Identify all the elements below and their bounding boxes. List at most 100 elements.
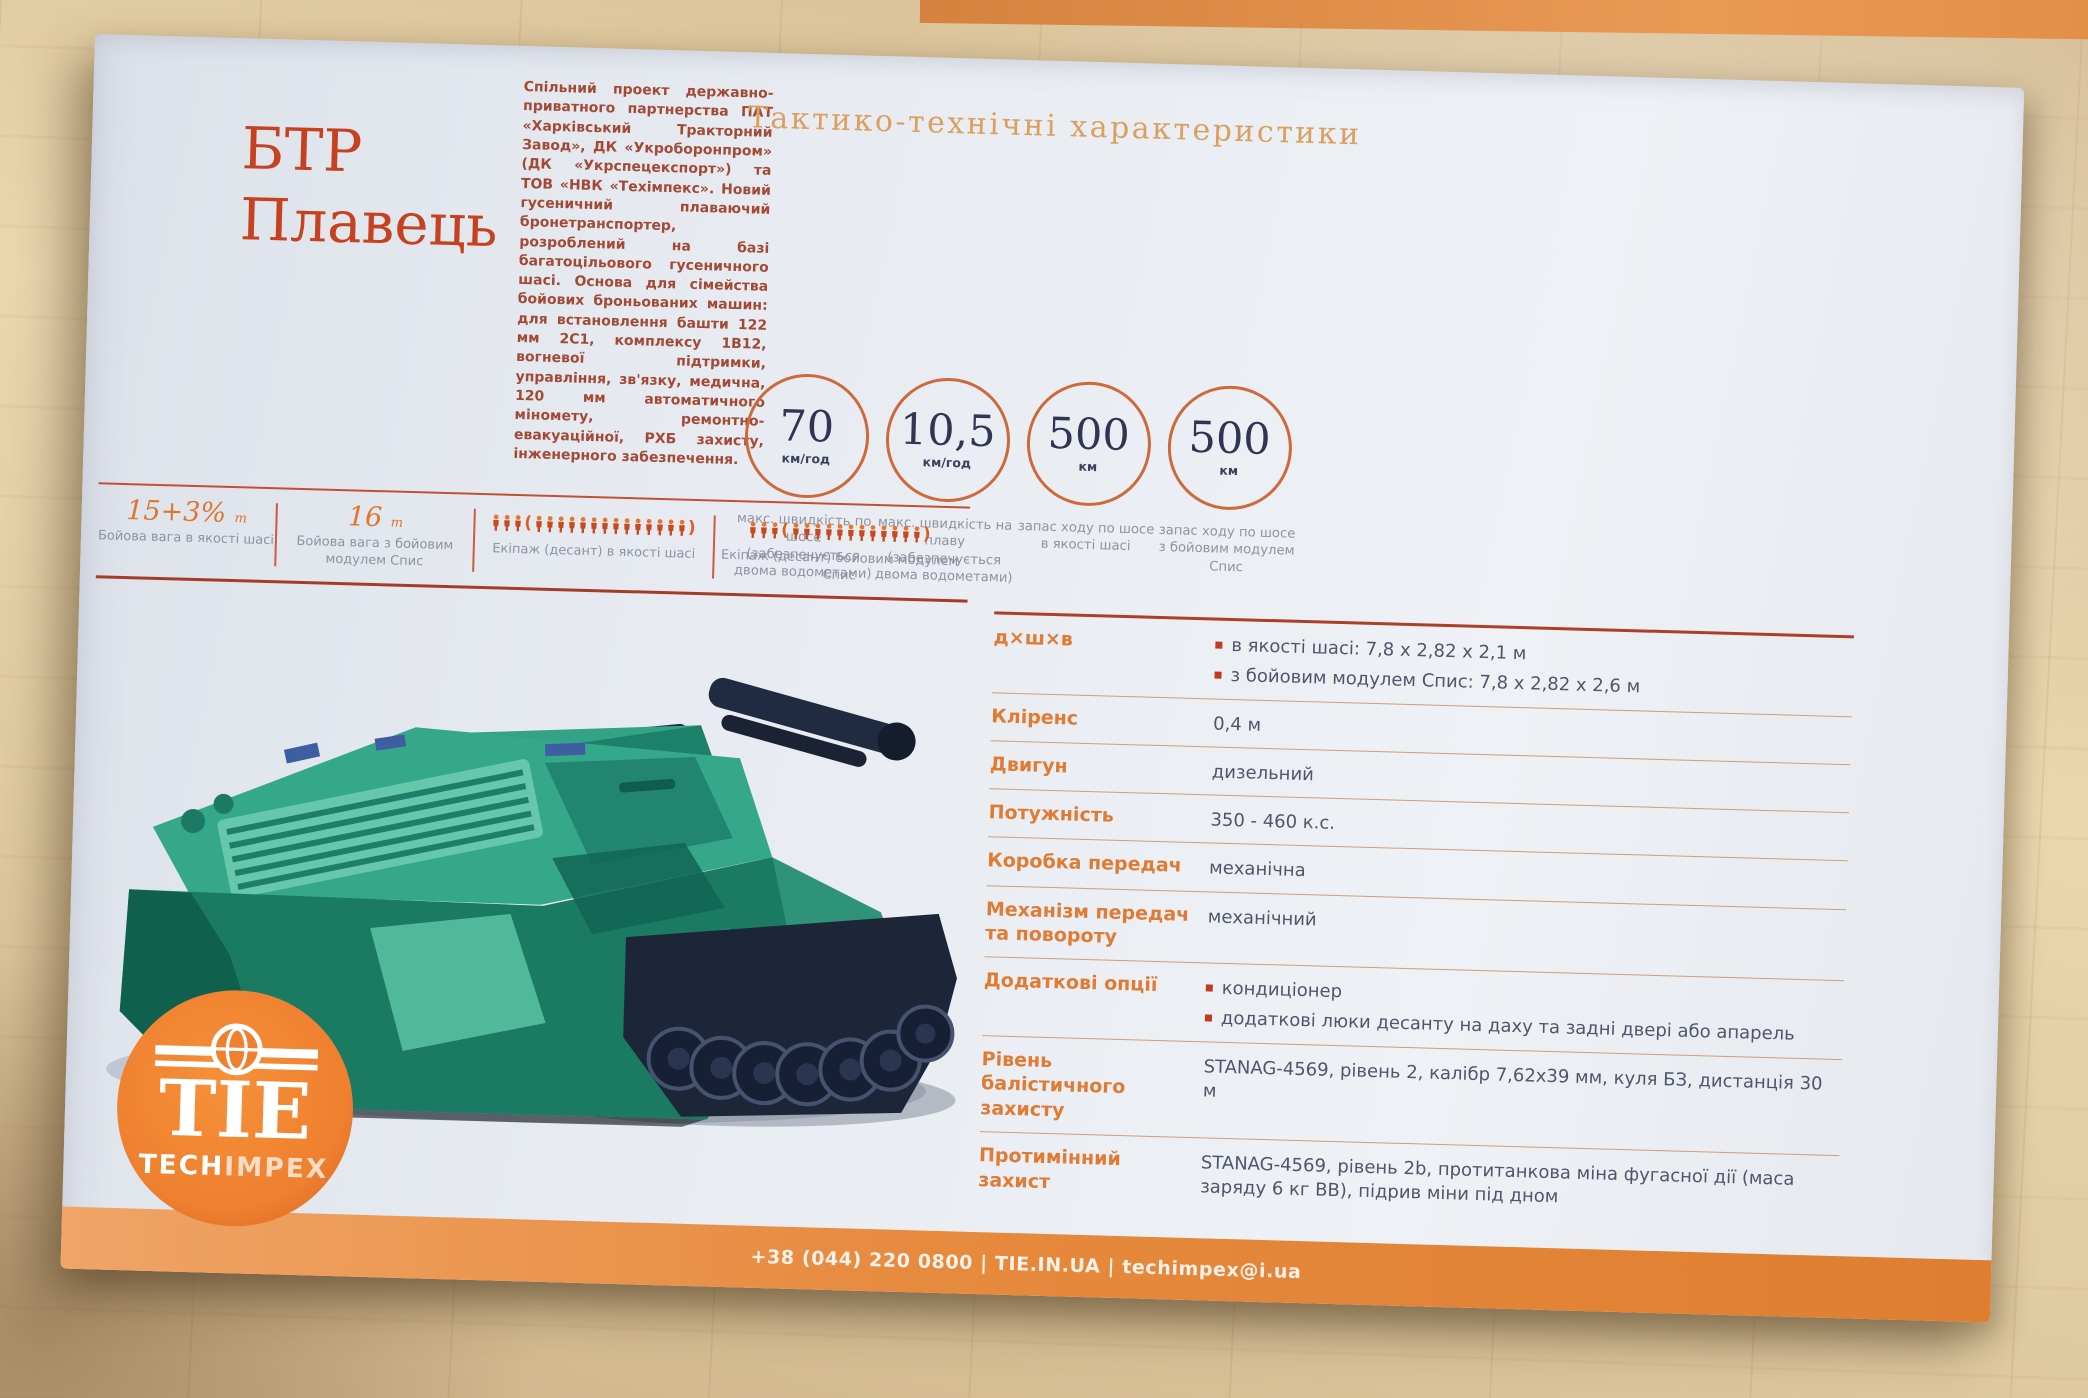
- brochure-page: БТР Плавець Спільний проект державно-при…: [60, 34, 2025, 1323]
- badge-caption: запас ходу по шосе з бойовим модулем Спи…: [1158, 522, 1296, 576]
- spec-label: Механізм передач та повороту: [984, 898, 1190, 949]
- stat-unit: т: [390, 515, 404, 531]
- person-icon: [491, 514, 500, 531]
- crew-icons-row: ( ): [491, 507, 698, 543]
- spec-values: дизельний: [1211, 758, 1849, 802]
- crew-icons-row: ( ): [748, 514, 933, 549]
- badge-value: 500: [1046, 408, 1131, 462]
- person-icon: [802, 522, 811, 539]
- person-icon: [578, 516, 587, 533]
- person-icon: [912, 525, 921, 543]
- spec-label: Протимінний захист: [978, 1143, 1122, 1193]
- stat-crew-chassis: ( ) Екіпаж (десант) в якості шасі: [474, 507, 714, 581]
- badge-value: 10,5: [899, 404, 997, 458]
- person-icon: [600, 517, 609, 534]
- logo-abbr: TIE: [158, 1063, 313, 1158]
- badge-circle: 10,5 км/год: [883, 376, 1012, 504]
- troops-icon-group: [534, 515, 686, 536]
- paren-open: (: [780, 519, 790, 541]
- person-icon: [534, 515, 543, 532]
- badge-unit: км/год: [781, 450, 831, 467]
- person-icon: [846, 523, 855, 541]
- person-icon: [633, 518, 642, 535]
- bullet-square-icon: [1215, 641, 1223, 649]
- stat-weight-module: 16 т Бойова вага з бойовим модулем Спис: [276, 501, 474, 574]
- spec-values: в якості шасі: 7,8 х 2,82 х 2,1 м з бойо…: [1214, 632, 1853, 706]
- badge-unit: км: [1078, 458, 1098, 475]
- person-icon: [813, 523, 822, 540]
- spec-label: д×ш×в: [993, 626, 1074, 651]
- person-icon: [567, 516, 576, 533]
- spec-values: механічний: [1207, 903, 1846, 970]
- badge-range-chassis: 500 км запас ходу по шосе в якості шасі: [1014, 380, 1161, 592]
- person-icon: [644, 518, 653, 535]
- stat-caption: Бойова вага в якості шасі: [97, 528, 275, 549]
- spec-value-text: 350 - 460 к.с.: [1210, 809, 1336, 835]
- stat-unit: т: [234, 511, 248, 527]
- spec-value-text: механічна: [1208, 857, 1306, 882]
- stat-value: 15+3% т: [125, 495, 248, 529]
- spec-values: 350 - 460 к.с.: [1210, 807, 1848, 851]
- logo-brand: TECHIMPEX: [138, 1149, 329, 1185]
- paren-open: (: [523, 512, 533, 533]
- spec-label: Коробка передач: [986, 849, 1183, 878]
- weight-crew-stats: 15+3% т Бойова вага в якості шасі 16 т Б…: [95, 482, 971, 603]
- troops-icon-group: [791, 522, 921, 543]
- badge-unit: км/год: [922, 454, 972, 471]
- techimpex-logo-graphic: TIE TECHIMPEX: [117, 990, 353, 1227]
- footer-contact: +38 (044) 220 0800 | TIE.IN.UA | techimp…: [750, 1245, 1302, 1284]
- person-icon: [677, 519, 686, 536]
- stat-caption: Екіпаж (десант) в якості шасі: [492, 541, 696, 562]
- vehicle-illustration: [106, 677, 957, 1133]
- person-icon: [759, 521, 768, 538]
- page-title-line1: БТР: [240, 114, 364, 186]
- page-title: БТР Плавець: [239, 113, 501, 262]
- spec-table: д×ш×в в якості шасі: 7,8 х 2,82 х 2,1 м …: [977, 611, 1854, 1228]
- person-icon: [901, 525, 910, 542]
- spec-values: STANAG-4569, рівень 2b, протитанкова мін…: [1200, 1149, 1839, 1217]
- spec-value-text: STANAG-4569, рівень 2, калібр 7,62х39 мм…: [1202, 1056, 1823, 1102]
- stat-weight-chassis: 15+3% т Бойова вага в якості шасі: [96, 495, 276, 568]
- crew-icon-group: [748, 521, 779, 539]
- spec-label: Кліренс: [991, 704, 1079, 730]
- person-icon: [748, 521, 757, 538]
- paren-close: ): [687, 517, 697, 538]
- person-icon: [857, 524, 866, 541]
- person-icon: [556, 515, 565, 533]
- spec-values: механічна: [1209, 855, 1847, 899]
- badge-circle: 70 км/год: [742, 372, 871, 500]
- person-icon: [589, 516, 598, 533]
- person-icon: [770, 521, 779, 539]
- stat-caption: Екіпаж (десант) бойовим модулем Спис: [720, 547, 959, 584]
- badge-range-module: 500 км запас ходу по шосе з бойовим моду…: [1155, 384, 1302, 596]
- page-title-line2: Плавець: [238, 184, 499, 260]
- spec-label: Двигун: [989, 753, 1068, 778]
- badge-circle: 500 км: [1165, 384, 1294, 512]
- spec-values: 0,4 м: [1213, 710, 1851, 754]
- paren-close: ): [922, 523, 931, 545]
- spec-values: STANAG-4569, рівень 2, калібр 7,62х39 мм…: [1202, 1053, 1842, 1145]
- bullet-square-icon: [1214, 671, 1222, 680]
- spec-label: Додаткові опції: [983, 969, 1158, 997]
- spec-value-text: дизельний: [1211, 761, 1315, 786]
- stat-number: 15+3%: [125, 495, 227, 529]
- spec-value-text: кондиціонер: [1221, 977, 1343, 1003]
- spec-value-text: STANAG-4569, рівень 2b, протитанкова мін…: [1199, 1152, 1795, 1208]
- stat-crew-module: ( ) Екіпаж (десант) бойовим модулем Спис: [714, 514, 966, 588]
- spec-values: кондиціонер додаткові люки десанту на да…: [1204, 975, 1844, 1049]
- person-icon: [513, 514, 522, 531]
- spec-label: Потужність: [988, 801, 1115, 827]
- stat-caption: Бойова вага з бойовим модулем Спис: [296, 534, 454, 570]
- spec-value-text: 0,4 м: [1212, 713, 1262, 736]
- person-icon: [502, 514, 511, 531]
- specs-heading: Тактико-технічні характеристики: [747, 100, 1363, 153]
- bullet-square-icon: [1204, 1014, 1213, 1023]
- person-icon: [791, 522, 800, 539]
- bullet-square-icon: [1205, 984, 1213, 992]
- crew-icon-group: [491, 514, 522, 532]
- person-icon: [868, 524, 877, 541]
- person-icon: [835, 523, 844, 540]
- stat-value: 16 т: [348, 501, 404, 533]
- badge-caption: запас ходу по шосе в якості шасі: [1017, 518, 1155, 555]
